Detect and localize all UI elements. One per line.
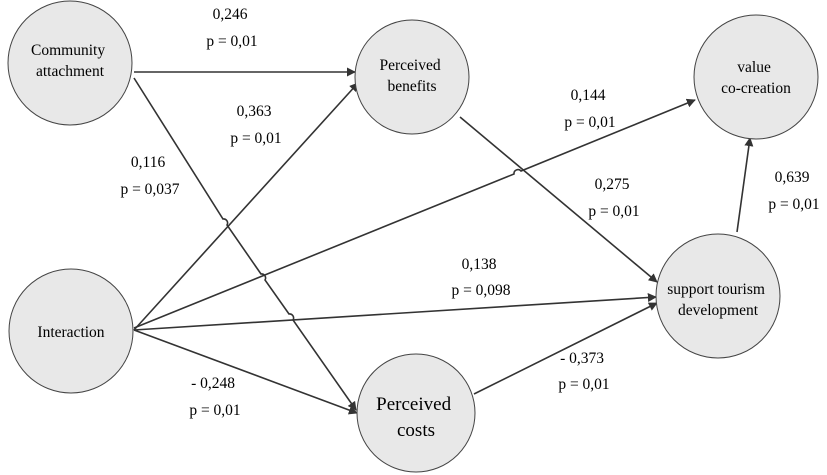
coef-interaction-costs: - 0,248 p = 0,01 bbox=[189, 375, 240, 419]
node-circle bbox=[7, 0, 133, 126]
coef-community-costs: 0,116 p = 0,037 bbox=[120, 154, 179, 198]
edge-interaction-benefits bbox=[133, 82, 359, 331]
node-label: support tourism development bbox=[667, 281, 769, 319]
edge-benefits-support bbox=[459, 116, 658, 283]
edge-interaction-value bbox=[133, 98, 696, 329]
node-value-co-creation: value co-creation bbox=[693, 14, 819, 140]
node-perceived-benefits: Perceived benefits bbox=[354, 19, 470, 135]
coef-benefits-support: 0,275 p = 0,01 bbox=[588, 176, 639, 220]
node-circle bbox=[8, 268, 134, 394]
edge-interaction-costs bbox=[133, 329, 358, 415]
node-circle bbox=[356, 353, 476, 473]
edges bbox=[133, 67, 754, 415]
node-label: Perceived benefits bbox=[380, 57, 445, 95]
node-circle bbox=[693, 14, 819, 140]
coef-costs-support: - 0,373 p = 0,01 bbox=[558, 350, 609, 393]
edge-community-costs bbox=[133, 77, 357, 411]
edge-support-value bbox=[736, 137, 754, 233]
node-label: Community attachment bbox=[31, 42, 109, 80]
node-circle bbox=[354, 19, 470, 135]
node-community-attachment: Community attachment bbox=[7, 0, 133, 126]
node-interaction: Interaction bbox=[8, 268, 134, 394]
edge-interaction-support bbox=[133, 293, 657, 331]
coef-support-value: 0,639 p = 0,01 bbox=[768, 169, 819, 213]
coef-interaction-benefits: 0,363 p = 0,01 bbox=[230, 103, 281, 147]
node-label: Perceived costs bbox=[376, 394, 456, 441]
node-support-tourism-development: support tourism development bbox=[655, 233, 781, 359]
node-circle bbox=[655, 233, 781, 359]
edge-costs-support bbox=[473, 302, 658, 395]
node-perceived-costs: Perceived costs bbox=[356, 353, 476, 473]
node-label: value co-creation bbox=[721, 59, 791, 97]
coef-community-benefits: 0,246 p = 0,01 bbox=[206, 6, 257, 50]
coef-interaction-support: 0,138 p = 0,098 bbox=[451, 256, 510, 299]
node-label: Interaction bbox=[37, 324, 104, 341]
path-coefficients: 0,246 p = 0,01 0,363 p = 0,01 0,116 p = … bbox=[120, 6, 819, 419]
coef-interaction-value: 0,144 p = 0,01 bbox=[564, 87, 615, 131]
